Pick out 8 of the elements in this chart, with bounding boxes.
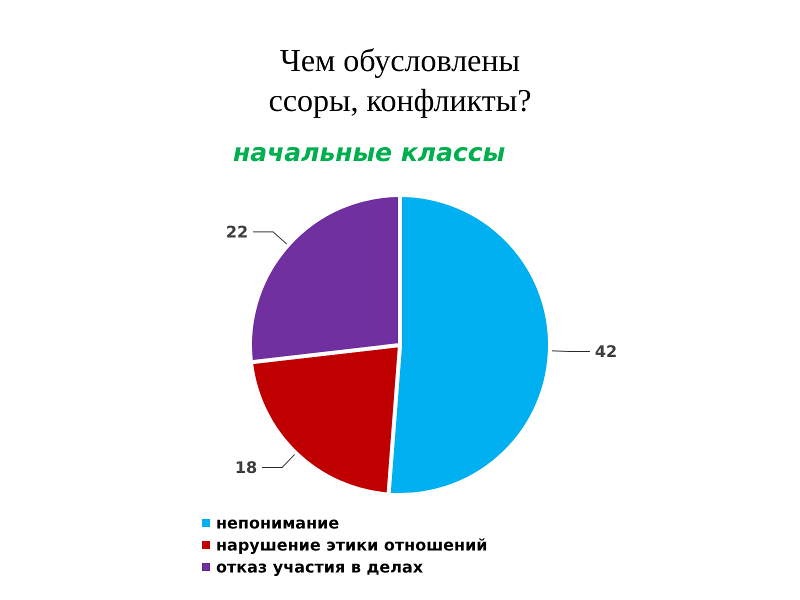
chart-title: Чем обусловлены ссоры, конфликты? — [268, 42, 532, 118]
data-label: 22 — [226, 222, 248, 242]
legend-label: отказ участия в делах — [216, 558, 424, 576]
legend-label: нарушение этики отношений — [216, 536, 488, 554]
data-label: 18 — [234, 458, 258, 477]
chart-subtitle: начальные классы — [233, 138, 506, 167]
legend-label: непонимание — [216, 514, 340, 532]
data-label: 42 — [594, 342, 618, 362]
